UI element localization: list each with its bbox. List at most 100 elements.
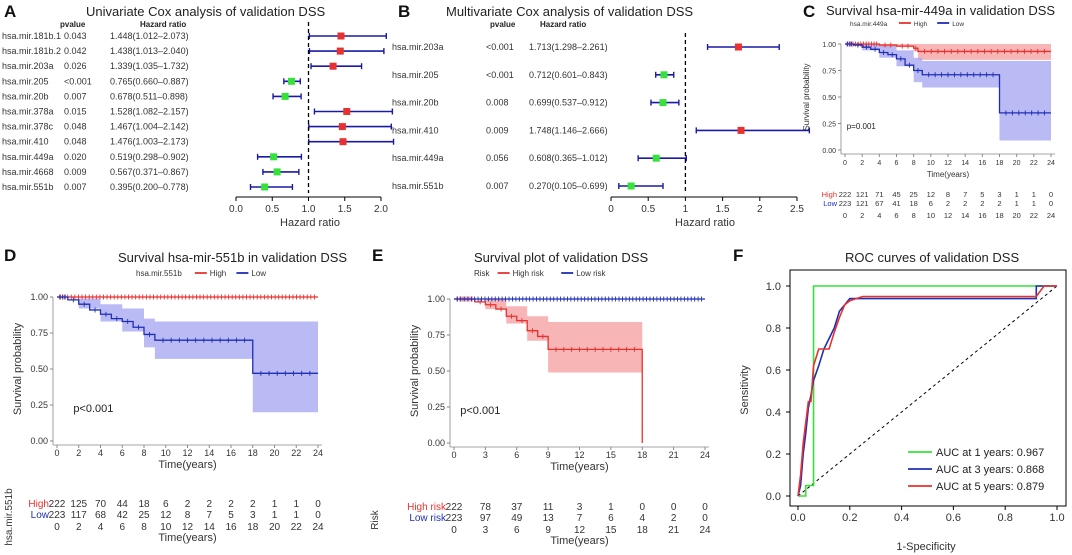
km-x-tick-label: 22 — [291, 448, 301, 458]
risk-table-value: 3 — [997, 190, 1001, 199]
km-x-tick-label: 15 — [606, 450, 616, 460]
forest-row-hr: 0.567(0.371–0.867) — [110, 167, 189, 177]
forest-row-hr: 0.699(0.537–0.912) — [529, 98, 608, 108]
forest-row-pvalue: 0.008 — [486, 98, 509, 108]
forest-row-hr: 1.438(1.013–2.040) — [110, 46, 189, 56]
risk-table-value: 67 — [875, 199, 883, 208]
forest-row-hr: 1.748(1.146–2.666) — [529, 125, 608, 135]
km-x-tick-label: 8 — [141, 448, 146, 458]
risk-table-value: 0 — [702, 502, 708, 513]
forest-point — [287, 77, 295, 85]
forest-x-tick-label: 1.5 — [716, 204, 730, 215]
km-censor-marks — [60, 294, 315, 300]
forest-x-tick-label: 0.0 — [229, 204, 243, 215]
panel-c-title: Survival hsa-mir-449a in validation DSS — [826, 3, 1055, 18]
km-y-label: Survival probability — [12, 322, 24, 415]
roc-frame — [789, 269, 1067, 507]
forest-row-name: hsa.mir.378c — [2, 122, 54, 132]
risk-table-value: 18 — [909, 199, 917, 208]
legend-label: High — [914, 21, 928, 28]
risk-table-x-tick: 18 — [247, 522, 259, 533]
risk-table-value: 6 — [608, 513, 614, 524]
km-x-tick-label: 24 — [1047, 160, 1055, 167]
forest-x-tick-label: 2 — [757, 204, 763, 215]
km-y-tick-label: 0.25 — [822, 122, 836, 129]
risk-table-x-tick: 24 — [312, 522, 324, 533]
forest-row-name: hsa.mir.181b.2 — [2, 46, 61, 56]
forest-point — [281, 92, 289, 100]
risk-table-label: hsa.mir.551b — [4, 488, 15, 546]
panel-a-xlabel: Hazard ratio — [280, 217, 340, 229]
forest-x-tick-label: 1 — [683, 204, 689, 215]
forest-row-name: hsa.mir.205 — [392, 70, 439, 80]
legend-label: High — [210, 269, 226, 278]
risk-table-value: 5 — [980, 190, 984, 199]
risk-table-value: 97 — [480, 513, 492, 524]
risk-table-x-tick: 4 — [98, 522, 104, 533]
km-x-tick-label: 16 — [978, 160, 986, 167]
forest-x-tick-label: 0.5 — [641, 204, 655, 215]
risk-table-x-tick: 14 — [961, 211, 969, 220]
risk-table-group: High — [822, 190, 837, 199]
forest-point — [652, 154, 660, 162]
roc-curve — [797, 285, 1057, 497]
km-y-tick-label: 0.50 — [30, 364, 48, 374]
forest-row-pvalue: 0.026 — [64, 61, 87, 71]
panel-b-title: Multivariate Cox analysis of validation … — [446, 4, 693, 19]
km-x-tick-label: 3 — [483, 450, 488, 460]
forest-row-name: hsa.mir.410 — [2, 137, 49, 147]
risk-table-value: 41 — [892, 199, 900, 208]
forest-point — [336, 47, 344, 55]
forest-x-tick-label: 1.0 — [302, 204, 316, 215]
forest-row-name: hsa.mir.378a — [2, 107, 54, 117]
panel-d-label: D — [4, 246, 16, 265]
km-x-tick-label: 4 — [877, 160, 881, 167]
km-survival-curve — [454, 298, 643, 443]
roc-x-tick-label: 0.4 — [894, 512, 909, 524]
risk-table-value: 25 — [909, 190, 917, 199]
panel-c-label: C — [803, 2, 815, 21]
risk-table-x-tick: 22 — [1030, 211, 1038, 220]
km-x-tick-label: 22 — [1030, 160, 1038, 167]
forest-row-pvalue: 0.048 — [64, 122, 87, 132]
km-x-tick-label: 18 — [996, 160, 1004, 167]
risk-table-value: 222 — [49, 499, 66, 510]
panel-b-pvalue-header: pvalue — [490, 20, 516, 29]
forest-row-pvalue: 0.056 — [486, 153, 509, 163]
km-x-tick-label: 0 — [54, 448, 59, 458]
panel-f-roc: 0.0 0.0 0.2 0.2 0.4 0.4 0.6 0.6 0.8 0.8 1.0 1.0 1-Sp… — [739, 269, 1067, 553]
forest-row-name: hsa.mir.410 — [392, 125, 439, 135]
risk-table-value: 222 — [839, 190, 852, 199]
risk-table-x-tick: 24 — [699, 525, 711, 536]
forest-row-pvalue: 0.009 — [64, 167, 87, 177]
risk-table-value: 222 — [446, 502, 463, 513]
roc-y-tick-label: 0.6 — [766, 365, 781, 377]
risk-table-value: 8 — [946, 190, 950, 199]
km-x-tick-label: 0 — [843, 160, 847, 167]
risk-table-value: 13 — [543, 513, 555, 524]
km-y-tick-label: 1.00 — [427, 294, 445, 304]
forest-row-hr: 0.678(0.511–0.898) — [110, 91, 188, 101]
roc-legend-label: AUC at 3 years: 0.868 — [936, 464, 1044, 476]
roc-y-tick-label: 0.2 — [766, 449, 781, 461]
forest-row-hr: 0.608(0.365–1.012) — [529, 153, 608, 163]
km-x-tick-label: 4 — [98, 448, 103, 458]
risk-table-value: 4 — [639, 513, 645, 524]
forest-row-hr: 0.519(0.298–0.902) — [110, 152, 189, 162]
risk-table-value: 2 — [185, 499, 191, 510]
forest-x-tick-label: 2.5 — [790, 204, 804, 215]
roc-y-label: Sensitivity — [739, 365, 751, 415]
km-x-tick-label: 2 — [860, 160, 864, 167]
roc-legend-label: AUC at 1 years: 0.967 — [936, 447, 1044, 459]
forest-row-name: hsa.mir.203a — [2, 61, 54, 71]
roc-y-tick-label: 0.0 — [766, 491, 781, 503]
risk-table-value: 42 — [117, 510, 129, 521]
risk-table-value: 37 — [511, 502, 523, 513]
risk-table-value: 2 — [963, 199, 967, 208]
risk-table-x-tick: 6 — [514, 525, 520, 536]
forest-row-name: hsa.mir.449a — [392, 153, 444, 163]
risk-table-value: 2 — [250, 499, 256, 510]
forest-row-pvalue: 0.020 — [64, 152, 87, 162]
risk-table-x-tick: 24 — [1047, 211, 1055, 220]
forest-row-pvalue: 0.042 — [64, 46, 87, 56]
